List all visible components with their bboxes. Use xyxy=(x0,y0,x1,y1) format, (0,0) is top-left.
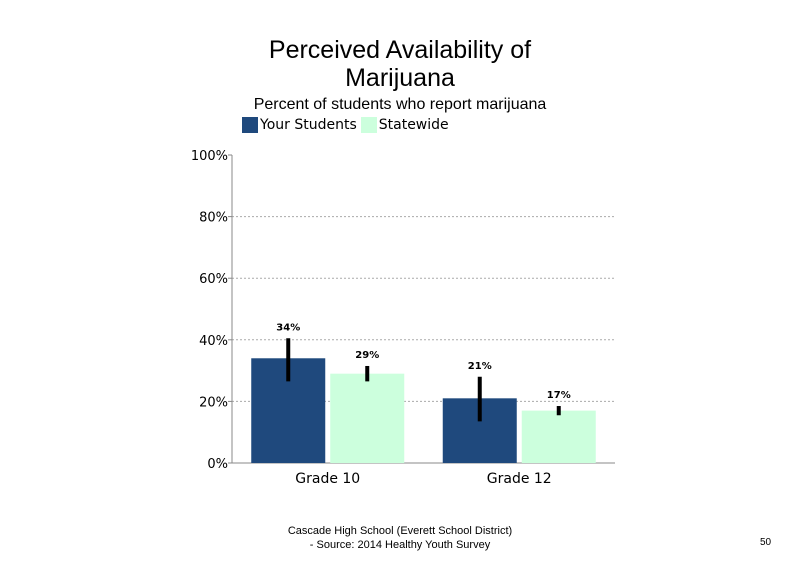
legend-label-statewide: Statewide xyxy=(378,117,449,133)
page-number: 50 xyxy=(760,537,772,548)
data-label: 29% xyxy=(355,350,379,361)
legend-item-your-students: Your Students xyxy=(242,117,357,133)
bar xyxy=(521,410,596,463)
category-label: Grade 12 xyxy=(487,471,552,487)
data-label: 34% xyxy=(276,322,300,333)
chart-subtitle: Percent of students who report marijuana xyxy=(253,96,547,113)
y-tick-label: 60% xyxy=(199,272,228,287)
data-label: 21% xyxy=(468,361,492,372)
data-label: 17% xyxy=(547,390,571,401)
legend-label-your-students: Your Students xyxy=(260,117,357,133)
chart-title-line2: Marijuana xyxy=(345,64,455,92)
y-tick-label: 40% xyxy=(199,334,228,349)
footer-line2: - Source: 2014 Healthy Youth Survey xyxy=(309,539,491,551)
chart-title-line1: Perceived Availability of xyxy=(268,36,532,64)
y-tick-label: 80% xyxy=(199,211,228,226)
category-label: Grade 10 xyxy=(295,471,360,487)
chart-title: Perceived Availability of Marijuana xyxy=(150,36,650,92)
footer: Cascade High School (Everett School Dist… xyxy=(200,524,600,552)
legend-item-statewide: Statewide xyxy=(360,117,449,133)
bar xyxy=(330,373,405,463)
footer-line1: Cascade High School (Everett School Dist… xyxy=(287,525,513,537)
y-tick-label: 20% xyxy=(199,395,228,410)
y-tick-label: 100% xyxy=(191,149,228,164)
legend-swatch-your-students xyxy=(242,117,258,133)
y-tick-label: 0% xyxy=(207,457,228,472)
legend-swatch-statewide xyxy=(360,117,377,133)
chart-legend: Your Students Statewide xyxy=(242,117,453,133)
